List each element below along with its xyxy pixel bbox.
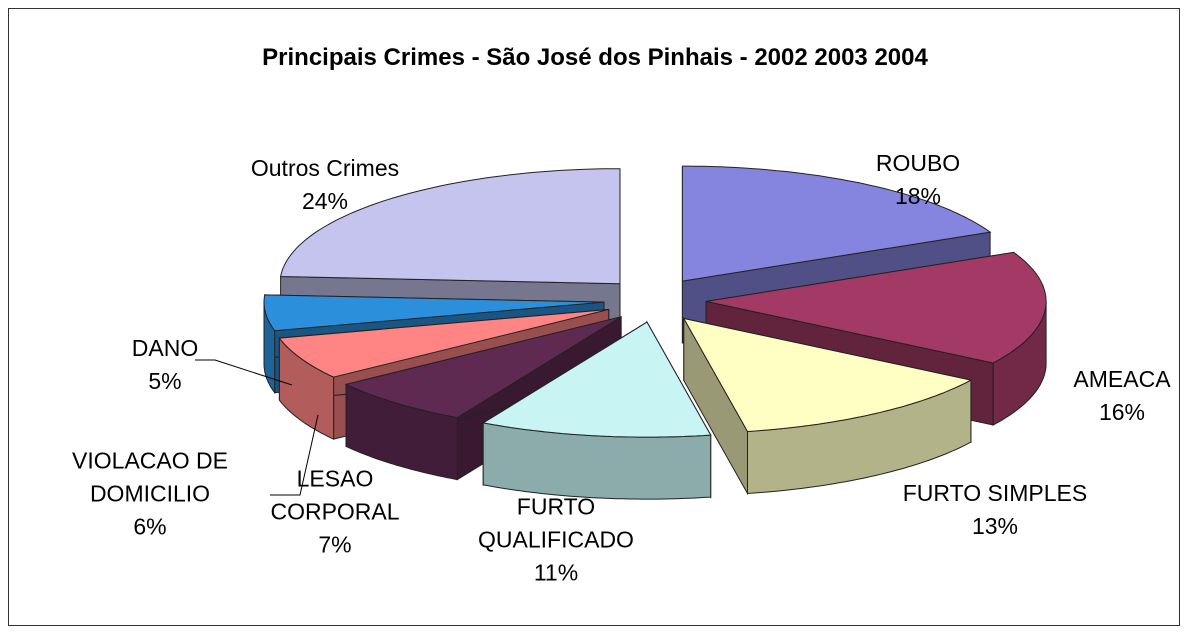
slice-top <box>481 321 712 438</box>
leader-line <box>195 359 293 386</box>
category-label: VIOLACAO DE DOMICILIO <box>72 447 228 507</box>
slice-label: AMEACA 16% <box>1062 363 1182 429</box>
category-label: ROUBO <box>875 150 961 176</box>
slice-top <box>278 309 609 378</box>
category-label: LESAO CORPORAL <box>270 465 400 525</box>
value-label: 18% <box>894 183 942 209</box>
slice-label: FURTO SIMPLES 13% <box>865 477 1125 543</box>
value-label: 7% <box>318 531 352 558</box>
slice-label: LESAO CORPORAL 7% <box>260 463 410 562</box>
slice-label: DANO 5% <box>115 332 215 398</box>
value-label: 11% <box>533 559 579 586</box>
pie-slice <box>682 316 973 496</box>
slice-top <box>279 168 621 285</box>
slice-label: VIOLACAO DE DOMICILIO 6% <box>40 445 260 544</box>
slice-label: FURTO QUALIFICADO 11% <box>456 491 656 590</box>
value-label: 24% <box>301 188 349 214</box>
slice-top <box>344 316 622 419</box>
category-label: DANO <box>131 335 199 361</box>
slice-label: Outros Crimes 24% <box>225 152 425 218</box>
slice-label: ROUBO 18% <box>838 147 998 213</box>
value-label: 5% <box>148 368 182 394</box>
value-label: 6% <box>133 513 167 540</box>
chart-frame <box>8 8 1180 626</box>
slice-top <box>705 251 1047 364</box>
value-label: 16% <box>1098 399 1146 425</box>
slice-top <box>682 317 973 433</box>
slice-top <box>263 294 605 332</box>
chart-title: Principais Crimes - São José dos Pinhais… <box>262 44 928 71</box>
value-label: 13% <box>971 513 1019 539</box>
slice-top <box>681 165 992 282</box>
leader-line <box>270 414 319 496</box>
category-label: FURTO SIMPLES <box>902 480 1088 506</box>
category-label: FURTO QUALIFICADO <box>478 493 634 553</box>
pie-slice <box>481 320 712 500</box>
category-label: Outros Crimes <box>250 155 400 181</box>
category-label: AMEACA <box>1073 366 1171 392</box>
